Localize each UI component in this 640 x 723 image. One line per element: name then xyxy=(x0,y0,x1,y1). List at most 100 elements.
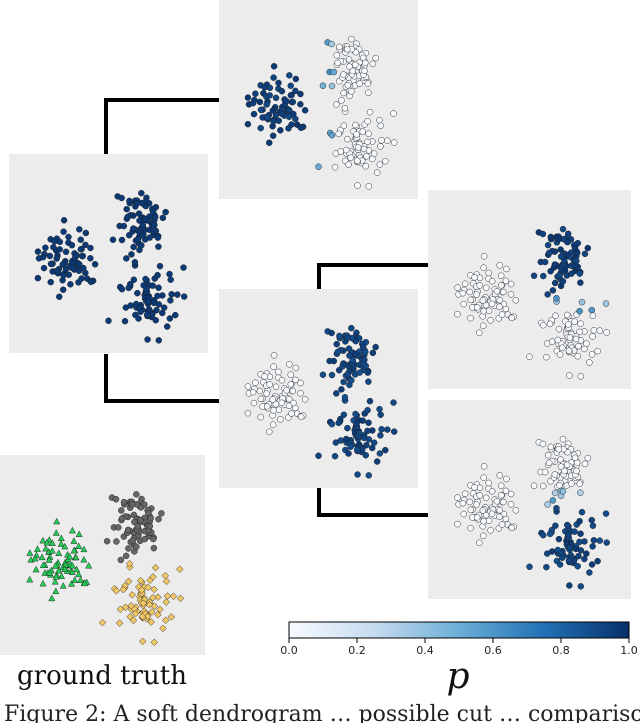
colorbar-symbol: p xyxy=(446,656,469,697)
scatter-point xyxy=(154,292,161,300)
scatter-point xyxy=(51,577,59,585)
scatter-point xyxy=(31,554,39,562)
scatter-point xyxy=(487,317,494,324)
colorbar-ticks: 0.0 0.2 0.4 0.6 0.8 1.0 xyxy=(280,638,638,657)
scatter-point xyxy=(498,492,505,499)
scatter-point xyxy=(343,45,351,53)
scatter-point xyxy=(338,97,345,104)
scatter-point xyxy=(551,471,559,478)
scatter-point xyxy=(39,253,47,261)
scatter-point xyxy=(328,82,336,90)
scatter-point xyxy=(71,576,79,583)
scatter-point xyxy=(161,616,170,625)
scatter-point xyxy=(270,118,277,125)
scatter-point xyxy=(103,537,111,545)
scatter-point xyxy=(68,264,76,272)
scatter-point xyxy=(559,554,566,562)
ground-truth-panel xyxy=(0,455,205,655)
scatter-point xyxy=(480,532,487,539)
scatter-point xyxy=(480,308,487,315)
scatter-point xyxy=(263,101,270,108)
scatter-point xyxy=(135,315,142,322)
colorbar-tick-label: 0.6 xyxy=(484,644,502,657)
scatter-point xyxy=(498,282,505,289)
scatter-point xyxy=(39,536,47,544)
scatter-point xyxy=(353,446,361,453)
scatter-point xyxy=(482,301,490,309)
scatter-point xyxy=(384,426,391,433)
scatter-point xyxy=(575,552,582,560)
scatter-point xyxy=(360,434,368,442)
scatter-point xyxy=(270,352,278,359)
scatter-point xyxy=(364,406,371,414)
scatter-point xyxy=(53,268,61,275)
scatter-point xyxy=(77,236,84,243)
scatter-point xyxy=(252,90,259,97)
scatter-point xyxy=(348,35,355,43)
scatter-point xyxy=(461,280,469,287)
scatter-point xyxy=(590,327,598,334)
scatter-point xyxy=(553,505,560,512)
colorbar-tick-label: 0.0 xyxy=(280,644,298,657)
scatter-point xyxy=(576,270,584,277)
scatter-point xyxy=(543,353,550,361)
scatter-point xyxy=(51,238,58,245)
scatter-point xyxy=(128,501,136,508)
scatter-point xyxy=(112,496,120,503)
scatter-point xyxy=(269,421,277,428)
scatter-point xyxy=(557,463,565,470)
scatter-point xyxy=(292,87,299,95)
scatter-point xyxy=(139,599,148,608)
scatter-point xyxy=(180,293,188,300)
scatter-point xyxy=(363,152,370,160)
scatter-point xyxy=(476,329,483,336)
scatter-point xyxy=(176,594,185,603)
scatter-point xyxy=(485,517,493,525)
scatter-point xyxy=(61,565,69,573)
scatter-point xyxy=(345,161,352,168)
scatter-point xyxy=(75,570,83,578)
scatter-point xyxy=(151,221,158,229)
scatter-point xyxy=(476,274,484,282)
scatter-point xyxy=(352,350,359,358)
scatter-point xyxy=(390,428,398,435)
scatter-point xyxy=(55,549,63,556)
scatter-point xyxy=(319,371,327,378)
scatter-point xyxy=(244,409,252,417)
scatter-point xyxy=(118,507,125,514)
scatter-point xyxy=(131,518,138,526)
scatter-point xyxy=(589,543,596,550)
scatter-point xyxy=(333,101,340,108)
scatter-point xyxy=(544,451,552,459)
scatter-point xyxy=(467,524,474,532)
scatter-point xyxy=(162,598,170,606)
scatter-point xyxy=(576,307,583,315)
scatter-point xyxy=(588,351,596,358)
scatter-point xyxy=(32,565,40,573)
scatter-point xyxy=(150,638,158,646)
scatter-point xyxy=(137,308,144,316)
scatter-point xyxy=(466,288,473,296)
scatter-point xyxy=(571,528,578,535)
scatter-point xyxy=(289,387,297,395)
scatter-point xyxy=(353,131,360,138)
scatter-point xyxy=(340,378,347,386)
scatter-point xyxy=(377,122,384,129)
scatter-point xyxy=(373,458,381,465)
scatter-point xyxy=(144,336,151,343)
scatter-point xyxy=(155,337,162,344)
scatter-point xyxy=(555,445,563,453)
scatter-point xyxy=(476,492,483,499)
scatter-point xyxy=(118,236,126,244)
scatter-point xyxy=(120,222,128,230)
scatter-point xyxy=(162,208,169,216)
scatter-point xyxy=(555,535,563,543)
scatter-point xyxy=(136,217,143,224)
scatter-point xyxy=(571,318,578,325)
scatter-point xyxy=(352,61,359,69)
scatter-point xyxy=(544,291,551,298)
scatter-point xyxy=(53,517,61,525)
colorbar-gradient xyxy=(288,621,630,639)
scatter-point xyxy=(565,531,572,538)
